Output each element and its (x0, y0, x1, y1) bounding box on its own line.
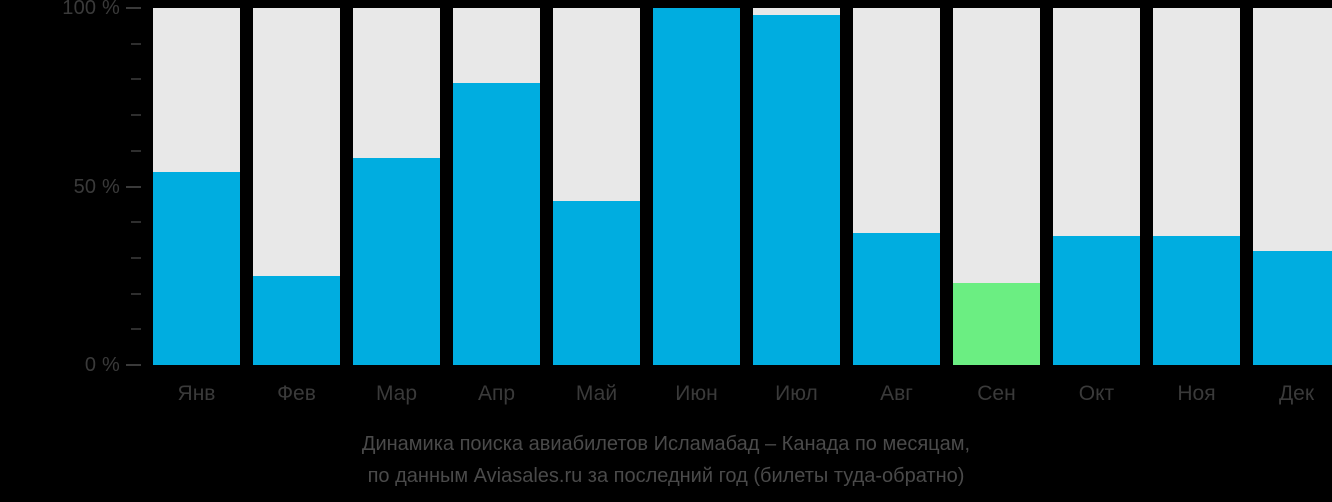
bar-group (153, 0, 1332, 375)
bar-fill (1253, 250, 1332, 365)
bar-slot[interactable] (553, 0, 640, 365)
bar-slot[interactable] (453, 0, 540, 365)
caption-line-2: по данным Aviasales.ru за последний год … (367, 465, 965, 487)
bar-fill (353, 157, 440, 365)
plot-area: 0 % 50 % 100 % (0, 0, 1332, 375)
bar-slot[interactable] (1053, 0, 1140, 365)
bar-fill (853, 232, 940, 365)
bar-slot[interactable] (253, 0, 340, 365)
x-tick-label: Июл (775, 382, 818, 405)
bar-slot[interactable] (1153, 0, 1240, 365)
bar-fill (753, 15, 840, 365)
y-axis-ticks (126, 7, 141, 366)
bar-fill (1153, 236, 1240, 365)
y-tick-minor (131, 256, 141, 259)
bar-fill (953, 282, 1040, 365)
caption-line-1: Динамика поиска авиабилетов Исламабад – … (361, 433, 971, 455)
bar-fill (653, 8, 740, 365)
x-tick-label: Авг (880, 382, 913, 405)
x-tick-label: Дек (1278, 382, 1315, 405)
y-tick-label: 0 % (84, 354, 120, 376)
y-tick-major (126, 7, 141, 9)
bar-fill (153, 172, 240, 365)
chart-caption: Динамика поиска авиабилетов Исламабад – … (0, 428, 1332, 492)
x-tick-label: Ноя (1177, 382, 1216, 405)
bar-slot[interactable] (1253, 0, 1332, 365)
x-tick-label: Май (575, 382, 618, 405)
y-tick-minor (131, 78, 141, 81)
y-tick-minor (131, 221, 141, 224)
y-axis-labels: 0 % 50 % 100 % (0, 0, 120, 375)
bar-fill (453, 82, 540, 365)
x-tick-label: Янв (177, 382, 216, 405)
bar-slot[interactable] (953, 0, 1040, 365)
y-tick-major (126, 364, 141, 366)
x-tick-label: Июн (675, 382, 718, 405)
y-tick-minor (131, 42, 141, 45)
y-tick-minor (131, 292, 141, 295)
x-axis-labels: Янв Фев Мар Апр Май Июн Июл Авг Сен Окт Ноя Дек (153, 375, 1332, 415)
y-tick-minor (131, 114, 141, 117)
bar-slot[interactable] (853, 0, 940, 365)
y-tick-minor (131, 328, 141, 331)
y-tick-label: 100 % (62, 0, 120, 19)
bar-fill (1053, 236, 1140, 365)
y-tick-minor (131, 149, 141, 152)
x-tick-label: Фев (277, 382, 316, 405)
bar-fill (253, 275, 340, 365)
bar-slot[interactable] (153, 0, 240, 365)
x-tick-label: Сен (977, 382, 1016, 405)
bar-slot[interactable] (353, 0, 440, 365)
bar-slot[interactable] (753, 0, 840, 365)
bar-slot[interactable] (653, 0, 740, 365)
y-tick-label: 50 % (73, 175, 120, 198)
x-tick-label: Апр (477, 382, 516, 405)
x-tick-label: Окт (1078, 382, 1115, 405)
bar-fill (553, 200, 640, 365)
y-tick-major (126, 185, 141, 188)
x-tick-label: Мар (375, 382, 418, 405)
